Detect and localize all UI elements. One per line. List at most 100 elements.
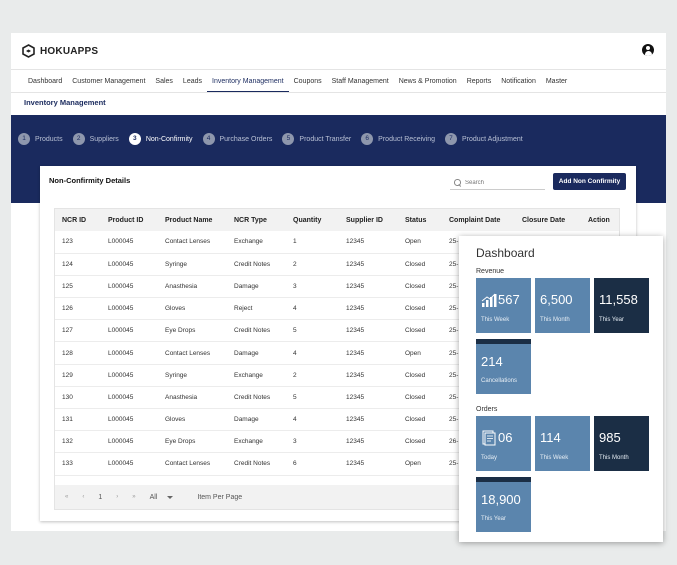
cell-quantity: 3 — [286, 430, 339, 454]
step-label: Non-Confirmity — [145, 135, 193, 143]
column-header[interactable]: Product ID — [101, 209, 158, 231]
page-title: Inventory Management — [24, 98, 106, 107]
nav-item-notification[interactable]: Notification — [501, 78, 536, 85]
step-product-receiving[interactable]: 6 Product Receiving — [361, 133, 435, 145]
cell-product-id: L000045 — [101, 297, 158, 321]
column-header[interactable]: Quantity — [286, 209, 339, 231]
revenue-this-week-tile[interactable]: 567 This Week — [476, 278, 531, 333]
column-header[interactable]: Status — [398, 209, 442, 231]
cell-status: Open — [398, 452, 442, 476]
step-number: 3 — [128, 133, 141, 145]
step-label: Products — [35, 135, 63, 143]
cell-product-id: L000045 — [101, 319, 158, 343]
tile-label: This Week — [481, 317, 510, 323]
cell-ncr-type: Credit Notes — [227, 319, 286, 343]
nav-item-dashboard[interactable]: Dashboard — [28, 78, 63, 85]
cell-product-name: Contact Lenses — [158, 341, 227, 365]
cell-product-id: L000045 — [101, 386, 158, 410]
step-label: Purchase Orders — [219, 135, 273, 143]
cell-supplier-id: 12345 — [339, 275, 398, 299]
nav-item-coupons[interactable]: Coupons — [293, 78, 322, 85]
next-page-button[interactable]: › — [116, 494, 119, 500]
tile-value: 6,500 — [540, 292, 573, 307]
orders-this-month-tile[interactable]: 985 This Month — [594, 416, 649, 471]
revenue-this-month-tile[interactable]: 6,500 This Month — [535, 278, 590, 333]
nav-item-sales[interactable]: Sales — [155, 78, 173, 85]
cell-ncr-id: 129 — [55, 364, 101, 387]
tile-label: This Year — [481, 516, 507, 522]
cell-status: Open — [398, 341, 442, 365]
cell-ncr-type: Exchange — [227, 364, 286, 387]
current-page[interactable]: 1 — [98, 493, 103, 501]
tile-value: 114 — [540, 430, 561, 445]
nav-item-staff-management[interactable]: Staff Management — [331, 78, 389, 85]
step-number: 5 — [282, 133, 295, 145]
cell-quantity: 5 — [286, 319, 339, 343]
nav-item-customer-management[interactable]: Customer Management — [72, 78, 146, 85]
items-per-page-select[interactable]: All — [150, 494, 188, 501]
search-box[interactable] — [450, 176, 545, 190]
nav-item-reports[interactable]: Reports — [466, 78, 492, 85]
column-header[interactable]: Closure Date — [515, 209, 581, 231]
step-suppliers[interactable]: 2 Suppliers — [72, 133, 119, 145]
nav-item-news-promotion[interactable]: News & Promotion — [398, 78, 457, 85]
orders-heading: Orders — [476, 406, 498, 413]
nav-item-leads[interactable]: Leads — [182, 78, 202, 85]
step-number: 1 — [18, 133, 30, 145]
top-header: HOKUAPPS — [11, 33, 666, 69]
cell-product-name: Contact Lenses — [158, 231, 227, 254]
tile-value: 18,900 — [481, 492, 521, 507]
cell-product-id: L000045 — [101, 253, 158, 276]
add-non-confirmity-button[interactable]: Add Non Confirmity — [553, 173, 626, 190]
column-header[interactable]: Product Name — [158, 209, 227, 231]
column-header[interactable]: Supplier ID — [339, 209, 398, 231]
cell-quantity: 4 — [286, 297, 339, 321]
tile-label: This Month — [599, 455, 629, 461]
nav-item-master[interactable]: Master — [545, 78, 568, 85]
stepper: 1 Products 2 Suppliers 3 Non-Confirmity … — [18, 133, 533, 145]
column-header[interactable]: NCR Type — [227, 209, 286, 231]
user-profile-icon[interactable] — [642, 44, 654, 56]
orders-this-year-tile[interactable]: 18,900 This Year — [476, 477, 531, 532]
prev-page-button[interactable]: ‹ — [82, 494, 85, 500]
nav-item-inventory-management[interactable]: Inventory Management — [207, 70, 289, 92]
app-window: HOKUAPPS Dashboard Customer Management S… — [11, 33, 666, 531]
main-nav: Dashboard Customer Management Sales Lead… — [11, 69, 666, 93]
cell-product-id: L000045 — [101, 452, 158, 476]
step-purchase-orders[interactable]: 4 Purchase Orders — [202, 133, 273, 145]
step-product-transfer[interactable]: 5 Product Transfer — [282, 133, 351, 145]
column-header[interactable]: Complaint Date — [442, 209, 515, 231]
step-products[interactable]: 1 Products — [18, 133, 63, 145]
brand-name: HOKUAPPS — [40, 45, 99, 57]
cell-ncr-id: 128 — [55, 341, 101, 365]
step-product-adjustment[interactable]: 7 Product Adjustment — [444, 133, 523, 145]
cell-quantity: 4 — [286, 341, 339, 365]
step-non-confirmity[interactable]: 3 Non-Confirmity — [128, 133, 193, 145]
cell-supplier-id: 12345 — [339, 341, 398, 365]
last-page-button[interactable]: » — [132, 494, 136, 500]
revenue-this-year-tile[interactable]: 11,558 This Year — [594, 278, 649, 333]
brand-logo[interactable]: HOKUAPPS — [21, 44, 98, 58]
tile-label: This Year — [599, 317, 625, 323]
orders-this-week-tile[interactable]: 114 This Week — [535, 416, 590, 471]
cell-supplier-id: 12345 — [339, 364, 398, 387]
cell-product-name: Syringe — [158, 364, 227, 387]
cell-quantity: 5 — [286, 386, 339, 410]
cell-product-name: Anasthesia — [158, 275, 227, 299]
step-number: 4 — [202, 133, 215, 145]
cell-ncr-id: 131 — [55, 408, 101, 432]
first-page-button[interactable]: « — [65, 494, 69, 500]
cell-quantity: 2 — [286, 364, 339, 387]
column-header[interactable]: Action — [581, 209, 619, 231]
cell-ncr-id: 130 — [55, 386, 101, 410]
cell-quantity: 4 — [286, 408, 339, 432]
orders-today-tile[interactable]: 06 Today — [476, 416, 531, 471]
column-header[interactable]: NCR ID — [55, 209, 101, 231]
cell-product-name: Contact Lenses — [158, 452, 227, 476]
cell-ncr-type: Exchange — [227, 231, 286, 254]
cell-supplier-id: 12345 — [339, 452, 398, 476]
revenue-cancellations-tile[interactable]: 214 Cancellations — [476, 339, 531, 394]
cell-quantity: 2 — [286, 253, 339, 276]
search-input[interactable] — [465, 179, 545, 186]
tile-value: 567 — [498, 292, 520, 307]
